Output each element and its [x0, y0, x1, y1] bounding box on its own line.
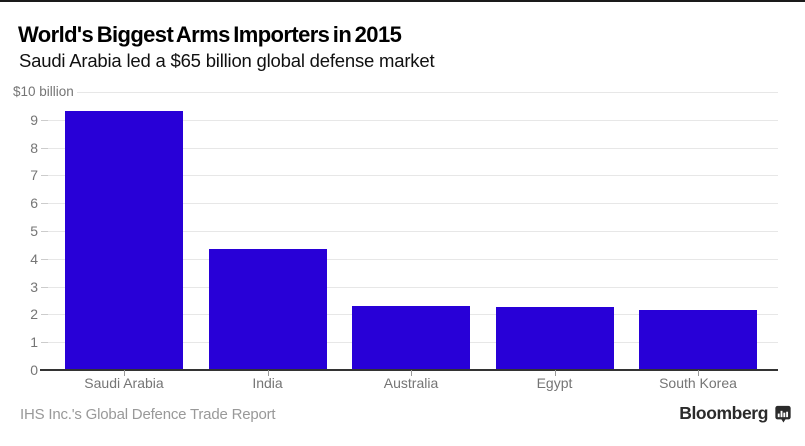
x-axis-tick-saudi-arabia	[124, 370, 125, 376]
bar-south-korea	[639, 310, 757, 369]
y-axis-label-7: 7	[30, 167, 38, 184]
gridline-10	[77, 92, 778, 93]
y-axis-label-1: 1	[30, 334, 38, 351]
x-axis-label-australia: Australia	[383, 375, 439, 391]
chart-title: World's Biggest Arms Importers in 2015	[18, 22, 402, 47]
y-axis-label-2: 2	[30, 306, 38, 323]
gridline-4	[48, 258, 778, 260]
y-axis-tick-4	[41, 258, 48, 260]
y-axis-label-9: 9	[30, 111, 38, 128]
y-axis-label-8: 8	[30, 139, 38, 156]
chart-subtitle: Saudi Arabia led a $65 billion global de…	[19, 50, 435, 71]
bar-egypt	[495, 307, 614, 369]
y-axis-tick-1	[41, 342, 48, 344]
y-axis-label-5: 5	[30, 223, 38, 239]
x-axis-tick-australia	[411, 370, 412, 376]
bloomberg-wordmark: Bloomberg	[679, 403, 768, 423]
gridline-6	[48, 203, 778, 205]
x-axis-label-egypt: Egypt	[536, 375, 573, 391]
gridline-3	[48, 286, 778, 288]
y-axis-label-3: 3	[30, 278, 38, 295]
y-axis-tick-6	[41, 203, 48, 205]
top-border	[0, 0, 805, 2]
gridline-5	[48, 231, 778, 232]
y-axis-tick-9	[41, 119, 48, 121]
x-axis-tick-south-korea	[698, 370, 699, 376]
x-axis-label-south-korea: South Korea	[659, 375, 737, 391]
x-axis-tick-egypt	[554, 370, 556, 376]
bar-india	[208, 249, 327, 369]
x-axis-label-saudi-arabia: Saudi Arabia	[84, 375, 164, 391]
y-axis-unit-label: $10 billion	[13, 84, 74, 99]
y-axis-tick-7	[41, 175, 48, 177]
y-axis-tick-2	[41, 314, 48, 316]
gridline-9	[48, 119, 778, 121]
y-axis-label-0: 0	[30, 362, 38, 378]
x-axis-label-india: India	[252, 375, 283, 391]
y-axis-tick-5	[41, 231, 48, 232]
x-axis-line	[40, 369, 778, 371]
y-axis-tick-8	[41, 147, 48, 149]
y-axis-label-4: 4	[30, 250, 38, 267]
bloomberg-logo: Bloomberg	[679, 403, 792, 424]
y-axis-label-6: 6	[30, 195, 38, 212]
gridline-7	[48, 175, 778, 177]
bar-saudi-arabia	[65, 111, 183, 369]
bloomberg-terminal-icon	[775, 405, 791, 423]
source-attribution: IHS Inc.'s Global Defence Trade Report	[20, 406, 276, 423]
y-axis-tick-3	[41, 286, 48, 288]
gridline-8	[48, 147, 778, 149]
bar-australia	[352, 306, 470, 369]
x-axis-tick-india	[267, 370, 269, 376]
